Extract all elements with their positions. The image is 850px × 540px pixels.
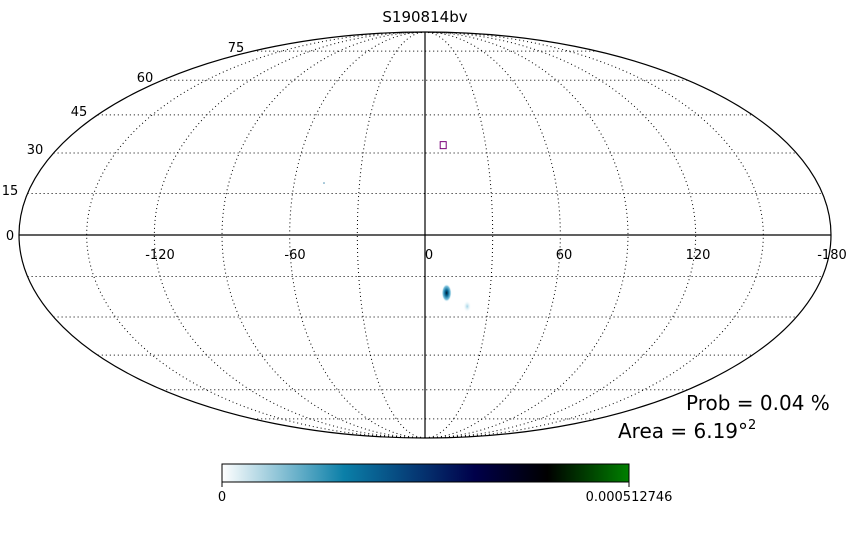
lat-tick-label: 60 [137,71,154,86]
minor-probability-speck [323,182,325,184]
secondary-probability-blob [463,300,472,313]
lon-tick-label: -120 [145,248,175,263]
lon-tick-label: 120 [686,248,711,263]
pointing-square-marker [439,141,447,150]
tick-labels: -120 -60 0 60 120 -180 0 15 30 45 60 75 [2,41,847,263]
primary-probability-blob [441,283,452,302]
meridian-line [153,31,426,439]
lat-tick-label: 15 [2,184,19,199]
area-exponent: 2 [748,418,756,433]
chart-title: S190814bv [382,8,467,26]
lon-tick-label: 0 [425,248,433,263]
colorbar-max-label: 0.000512746 [586,490,673,505]
meridian-line [424,31,697,439]
lon-tick-label: -180 [817,248,847,263]
lat-tick-label: 0 [6,229,14,244]
probability-label: Prob = 0.04 % [686,391,830,415]
lat-tick-label: 75 [228,41,245,56]
lat-tick-label: 45 [71,105,88,120]
sky-boundary [18,31,832,439]
area-label: Area = 6.19°2 [618,418,756,443]
lat-tick-label: 30 [27,143,44,158]
probability-layer [323,141,472,313]
colorbar-min-label: 0 [218,490,226,505]
area-label-text: Area = 6.19° [618,419,748,443]
lon-tick-label: -60 [284,248,305,263]
lon-tick-label: 60 [556,248,573,263]
meridian-line [356,31,426,439]
colorbar [221,463,630,483]
meridian-line [424,31,494,439]
